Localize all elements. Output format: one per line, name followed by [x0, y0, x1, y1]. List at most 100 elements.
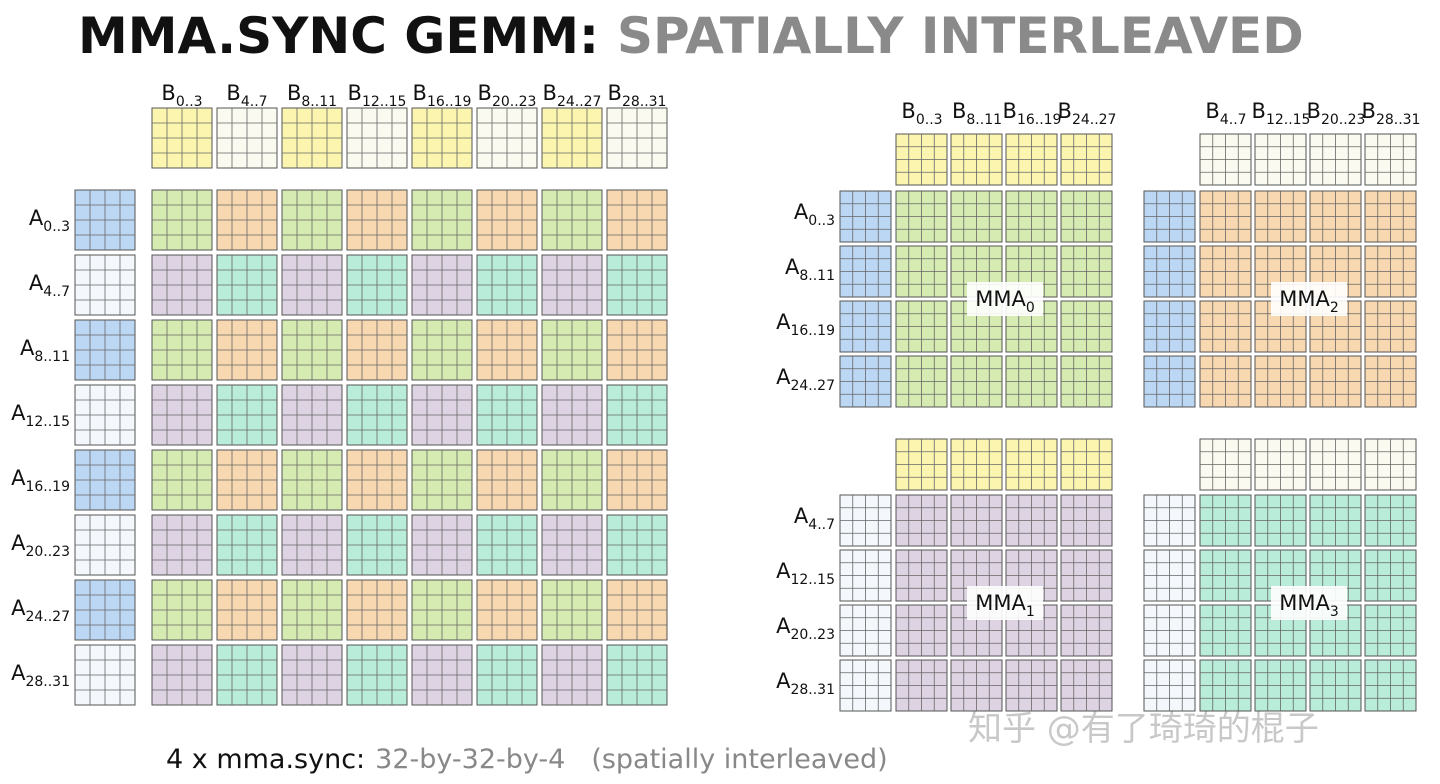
mma-label-base: MMA	[975, 591, 1026, 615]
tile	[216, 579, 278, 641]
b-label: B28..31	[1362, 99, 1421, 128]
b-label-base: B	[901, 99, 915, 123]
tile	[476, 579, 538, 641]
tile	[1309, 438, 1362, 491]
tile	[1060, 494, 1113, 547]
b-label: B20..23	[1307, 99, 1366, 128]
tile	[1199, 659, 1252, 712]
b-label: B0..3	[161, 81, 202, 110]
b-label-sub: 28..31	[1376, 112, 1421, 128]
a-label-base: A	[29, 206, 44, 230]
tile	[151, 254, 213, 316]
tile	[281, 514, 343, 576]
label-bg	[967, 282, 1043, 316]
a-label-base: A	[29, 271, 44, 295]
b-label-base: B	[1205, 99, 1219, 123]
tile	[346, 579, 408, 641]
tile	[1060, 438, 1113, 491]
a-label: A16..19	[11, 466, 70, 495]
tile	[1364, 549, 1417, 602]
tile	[606, 189, 668, 251]
tile	[1060, 245, 1113, 298]
tile	[411, 254, 473, 316]
tile	[74, 514, 136, 576]
tile	[1309, 659, 1362, 712]
b-label-base: B	[413, 81, 427, 105]
b-label: B24..27	[543, 81, 602, 110]
tile	[411, 449, 473, 511]
tile	[1143, 659, 1196, 712]
tile	[74, 319, 136, 381]
tile	[895, 549, 948, 602]
tile	[151, 514, 213, 576]
tile	[606, 514, 668, 576]
a-label-sub: 24..27	[25, 609, 70, 625]
tile	[476, 384, 538, 446]
b-label-base: B	[1058, 99, 1072, 123]
tile	[74, 579, 136, 641]
a-label-sub: 28..31	[790, 682, 835, 698]
tile	[346, 254, 408, 316]
b-label-base: B	[1362, 99, 1376, 123]
a-label-sub: 16..19	[790, 323, 835, 339]
tile	[346, 189, 408, 251]
b-label-sub: 20..23	[492, 94, 537, 110]
b-label-base: B	[1307, 99, 1321, 123]
tile	[411, 319, 473, 381]
label-bg	[967, 586, 1043, 620]
tile	[839, 604, 892, 657]
tile	[476, 644, 538, 706]
tile	[1005, 438, 1058, 491]
tile	[411, 514, 473, 576]
tile	[839, 300, 892, 353]
a-label-sub: 8..11	[34, 349, 70, 365]
tile	[1309, 355, 1362, 408]
tile	[606, 384, 668, 446]
tile	[151, 384, 213, 446]
b-label-base: B	[478, 81, 492, 105]
tile	[151, 189, 213, 251]
tile	[839, 549, 892, 602]
tile	[1199, 355, 1252, 408]
tile	[950, 659, 1003, 712]
tile	[839, 190, 892, 243]
a-label-base: A	[776, 365, 791, 389]
tile	[216, 319, 278, 381]
tile	[1143, 549, 1196, 602]
b-label: B0..3	[901, 99, 942, 128]
b-label-sub: 12..15	[1266, 112, 1311, 128]
tile	[74, 254, 136, 316]
b-label-base: B	[348, 81, 362, 105]
tile	[281, 579, 343, 641]
watermark: 知乎 @有了琦琦的棍子	[968, 709, 1319, 749]
tile	[1199, 245, 1252, 298]
tile	[411, 644, 473, 706]
b-label-sub: 4..7	[1220, 112, 1247, 128]
tile	[1199, 549, 1252, 602]
tile	[346, 449, 408, 511]
a-label: A24..27	[11, 596, 70, 625]
tile	[895, 300, 948, 353]
tile	[1254, 494, 1307, 547]
tile	[1005, 494, 1058, 547]
tile	[1060, 190, 1113, 243]
tile	[346, 319, 408, 381]
tile	[281, 449, 343, 511]
b-label: B4..7	[226, 81, 267, 110]
tile	[1060, 604, 1113, 657]
tile	[216, 189, 278, 251]
a-label-sub: 24..27	[790, 378, 835, 394]
a-label-base: A	[794, 504, 809, 528]
a-label: A16..19	[776, 310, 835, 339]
label-bg	[1271, 586, 1347, 620]
tile	[1143, 494, 1196, 547]
tile	[1143, 604, 1196, 657]
a-label-sub: 12..15	[25, 414, 70, 430]
tile	[151, 319, 213, 381]
tile	[411, 579, 473, 641]
tile	[839, 245, 892, 298]
tile	[606, 579, 668, 641]
a-label: A12..15	[776, 559, 835, 588]
tile	[1005, 355, 1058, 408]
